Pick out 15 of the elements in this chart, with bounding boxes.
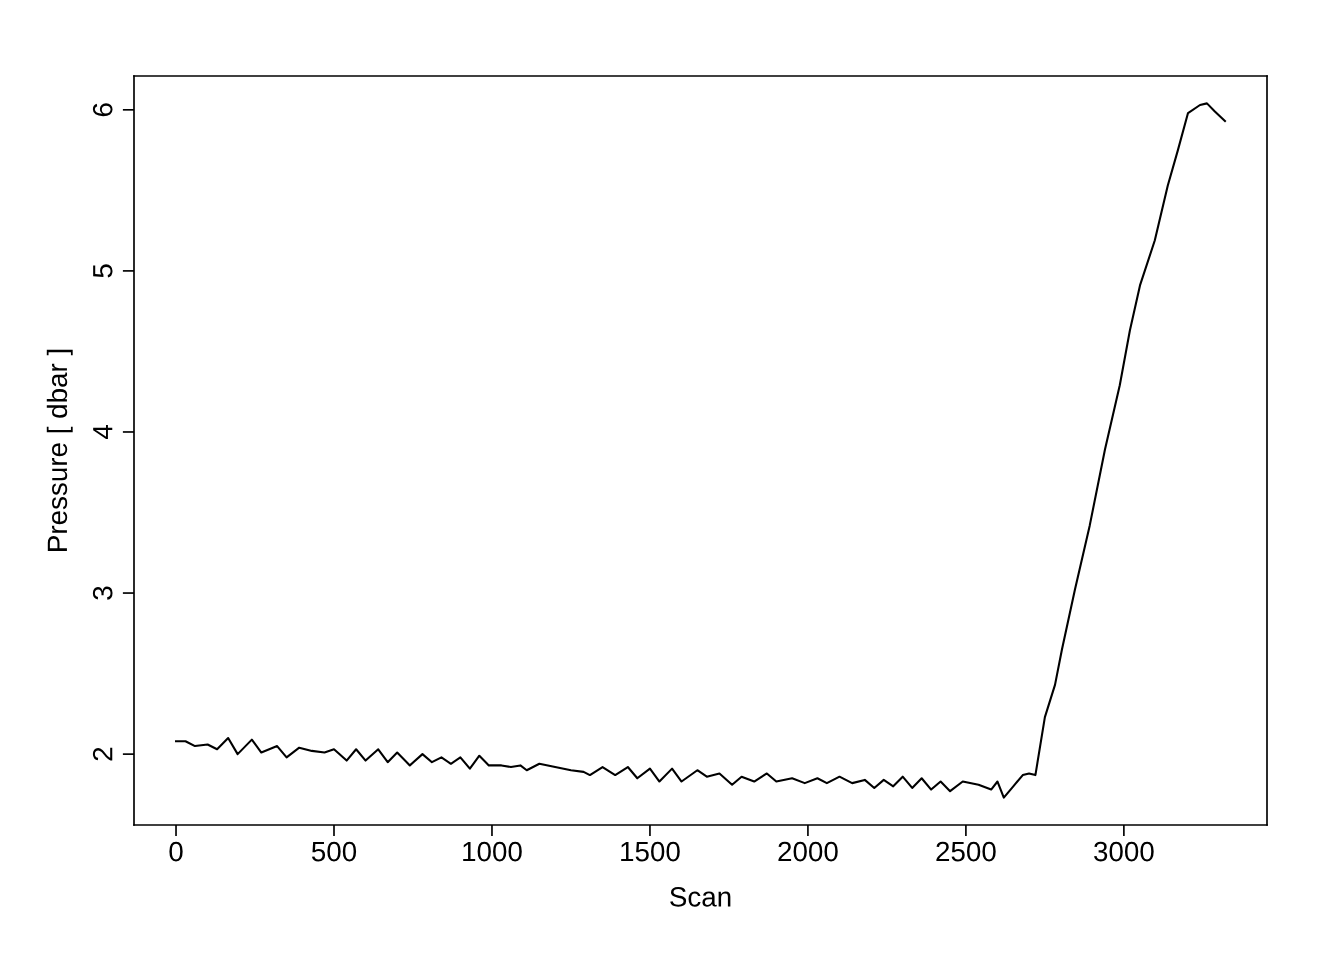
y-tick-label: 2 [92,747,113,761]
x-tick-label: 3000 [1094,841,1154,862]
y-tick-label: 3 [92,586,113,600]
x-tick-label: 500 [311,841,357,862]
y-tick-label: 6 [92,103,113,117]
x-tick-label: 1500 [621,841,680,862]
x-tick-label: 0 [169,841,183,862]
y-tick-label: 5 [93,264,113,278]
x-tick-label: 2000 [778,841,838,862]
x-axis-title: Scan [670,887,731,907]
y-axis-title: Pressure [ dbar ] [46,349,73,551]
line-series [174,102,1227,799]
x-tick-label: 2500 [936,841,996,862]
y-tick-label: 4 [93,425,113,440]
x-tick-label: 1000 [463,841,522,862]
